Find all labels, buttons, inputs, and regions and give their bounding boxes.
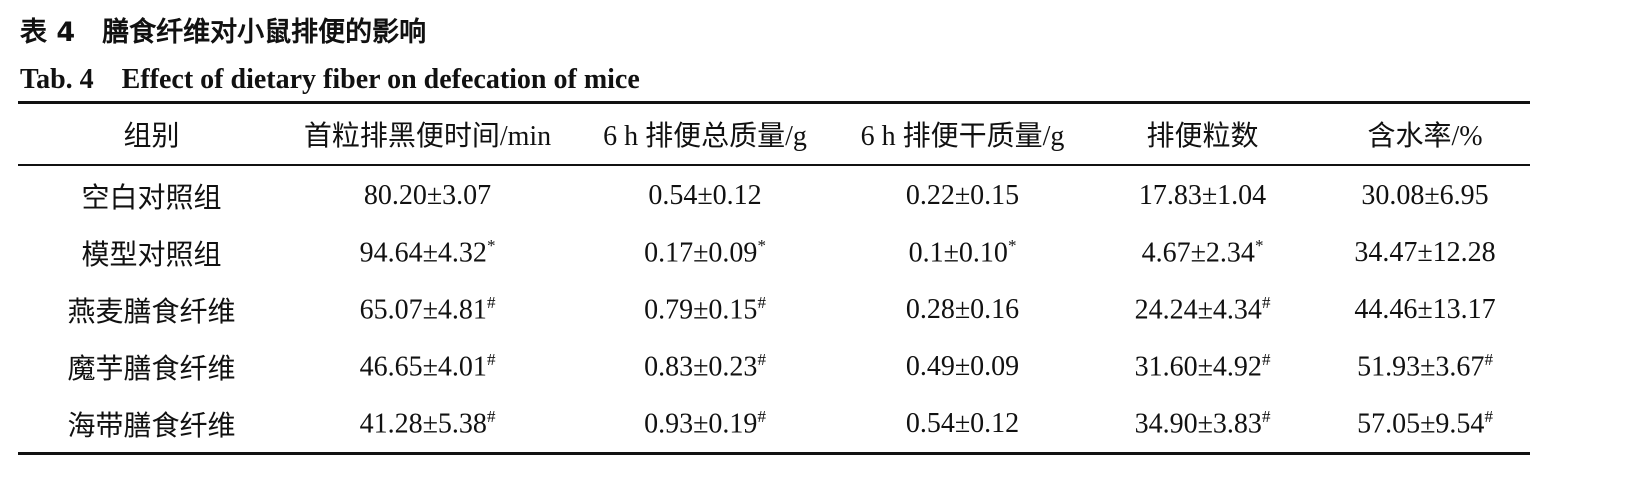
group-name: 模型对照组 — [81, 239, 222, 271]
cell-value: 51.93±3.67 — [1357, 351, 1485, 383]
cell-value: 94.64±4.32 — [359, 237, 487, 269]
table-cell: 80.20±3.07 — [363, 179, 492, 211]
cell-value: 0.83±0.23 — [644, 351, 758, 383]
table-cell: 30.08±6.95 — [1361, 179, 1489, 211]
table-cell: 0.28±0.16 — [905, 293, 1020, 325]
table-cell: 51.93±3.67# — [1320, 338, 1530, 395]
significance-mark: # — [1484, 406, 1493, 426]
data-table: 组别 首粒排黑便时间/min 6 h 排便总质量/g 6 h 排便干质量/g 排便粒数 含… — [18, 101, 1530, 455]
cell-value: 34.90±3.83 — [1134, 408, 1262, 440]
table-cell: 24.24±4.34# — [1085, 281, 1320, 338]
group-name: 燕麦膳食纤维 — [67, 296, 236, 328]
table-cell: 4.67±2.34* — [1085, 224, 1320, 281]
table-cell: 0.49±0.09 — [905, 350, 1020, 382]
cell-value: 57.05±9.54 — [1357, 408, 1485, 440]
caption-cn: 表 4 膳食纤维对小鼠排便的影响 — [20, 17, 427, 48]
table-cell: 17.83±1.04 — [1138, 179, 1267, 211]
table-body: 空白对照组 80.20±3.07 0.54±0.12 0.22±0.15 17.83±1… — [18, 165, 1530, 454]
table-cell: 31.60±4.92# — [1085, 338, 1320, 395]
significance-mark: # — [1261, 349, 1271, 369]
cell-value: 0.1±0.10 — [908, 237, 1008, 269]
cell-value: 46.65±4.01 — [359, 351, 487, 383]
table-cell: 41.28±5.38# — [285, 395, 570, 454]
table-row: 海带膳食纤维 41.28±5.38# 0.93±0.19# 0.54±0.12 34.9… — [18, 395, 1530, 454]
table-cell: 57.05±9.54# — [1320, 395, 1530, 454]
table-cell: 0.54±0.12 — [648, 179, 762, 211]
table-cell: 0.93±0.19# — [570, 395, 840, 454]
table-cell: 46.65±4.01# — [285, 338, 570, 395]
cell-value: 0.79±0.15 — [644, 294, 758, 326]
table-cell: 0.83±0.23# — [570, 338, 840, 395]
header-cell: 含水率/% — [1367, 121, 1483, 152]
significance-mark: # — [1261, 292, 1271, 312]
table-cell: 44.46±13.17 — [1354, 293, 1496, 325]
significance-mark: * — [1254, 235, 1264, 255]
significance-mark: * — [1007, 235, 1017, 255]
cell-value: 41.28±5.38 — [359, 408, 487, 440]
header-cell: 6 h 排便干质量/g — [860, 121, 1065, 152]
table-cell: 34.90±3.83# — [1085, 395, 1320, 454]
significance-mark: # — [757, 406, 766, 426]
cell-value: 0.93±0.19 — [644, 408, 758, 440]
significance-mark: # — [486, 292, 496, 312]
table-row: 燕麦膳食纤维 65.07±4.81# 0.79±0.15# 0.28±0.16 24.2… — [18, 281, 1530, 338]
significance-mark: # — [757, 349, 766, 369]
significance-mark: * — [486, 235, 496, 255]
header-row: 组别 首粒排黑便时间/min 6 h 排便总质量/g 6 h 排便干质量/g 排便粒数 含… — [18, 102, 1530, 165]
table-cell: 94.64±4.32* — [285, 224, 570, 281]
significance-mark: # — [486, 349, 496, 369]
significance-mark: # — [1261, 406, 1271, 426]
cell-value: 24.24±4.34 — [1134, 294, 1262, 326]
table-cell: 0.22±0.15 — [905, 179, 1020, 211]
significance-mark: # — [1484, 349, 1493, 369]
table-row: 魔芋膳食纤维 46.65±4.01# 0.83±0.23# 0.49±0.09 31.6… — [18, 338, 1530, 395]
significance-mark: * — [757, 235, 766, 255]
header-cell: 排便粒数 — [1146, 121, 1259, 152]
table-cell: 34.47±12.28 — [1354, 236, 1496, 268]
header-cell: 组别 — [123, 121, 180, 152]
header-cell: 6 h 排便总质量/g — [603, 121, 807, 152]
table-cell: 0.1±0.10* — [840, 224, 1085, 281]
table-cell: 0.54±0.12 — [905, 407, 1020, 439]
table-row: 空白对照组 80.20±3.07 0.54±0.12 0.22±0.15 17.83±1… — [18, 165, 1530, 224]
table-cell: 65.07±4.81# — [285, 281, 570, 338]
cell-value: 0.17±0.09 — [644, 237, 758, 269]
table-cell: 0.17±0.09* — [570, 224, 840, 281]
significance-mark: # — [757, 292, 766, 312]
cell-value: 65.07±4.81 — [359, 294, 487, 326]
significance-mark: # — [486, 406, 496, 426]
group-name: 空白对照组 — [81, 182, 222, 214]
table-row: 模型对照组 94.64±4.32* 0.17±0.09* 0.1±0.10* 4.67±… — [18, 224, 1530, 281]
group-name: 海带膳食纤维 — [67, 410, 236, 442]
table-cell: 0.79±0.15# — [570, 281, 840, 338]
cell-value: 31.60±4.92 — [1134, 351, 1262, 383]
cell-value: 4.67±2.34 — [1141, 237, 1255, 269]
group-name: 魔芋膳食纤维 — [67, 353, 236, 385]
caption-en: Tab. 4 Effect of dietary fiber on defeca… — [20, 64, 640, 95]
header-cell: 首粒排黑便时间/min — [303, 121, 552, 152]
